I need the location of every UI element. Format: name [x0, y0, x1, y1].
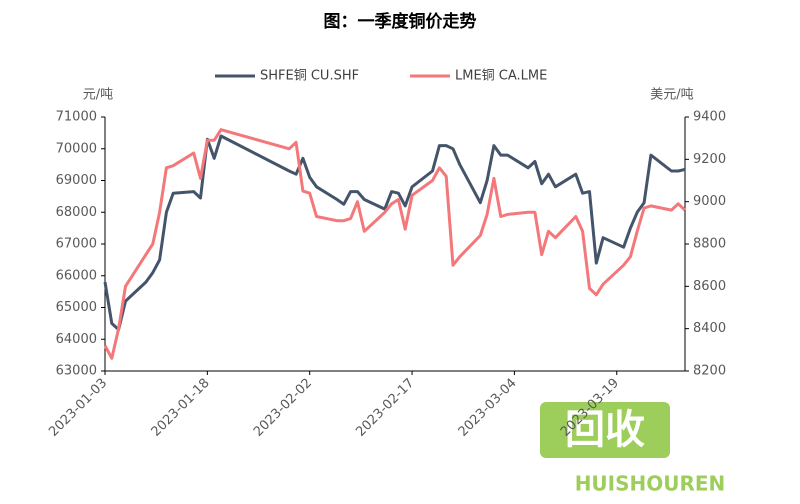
chart-title: 图：一季度铜价走势	[324, 11, 477, 32]
y-tick-label: 64000	[56, 332, 97, 347]
y-axis-label: 元/吨	[83, 88, 113, 103]
y2-tick-label: 8600	[693, 279, 726, 294]
y2-axis-label: 美元/吨	[650, 88, 693, 103]
y-tick-label: 66000	[56, 268, 97, 283]
y2-tick-label: 9000	[693, 194, 726, 209]
y2-tick-label: 9200	[693, 152, 726, 167]
series-line	[103, 128, 687, 360]
y-tick-label: 69000	[56, 173, 97, 188]
legend-label: LME铜 CA.LME	[455, 69, 547, 84]
y-tick-label: 70000	[56, 141, 97, 156]
x-tick-label: 2023-03-04	[456, 376, 520, 440]
y-tick-label: 67000	[56, 237, 97, 252]
y2-tick-label: 8400	[693, 321, 726, 336]
legend-label: SHFE铜 CU.SHF	[260, 69, 359, 84]
y2-tick-label: 8800	[693, 237, 726, 252]
y-tick-label: 71000	[56, 110, 97, 125]
watermark-box	[540, 402, 670, 458]
x-tick-label: 2023-01-18	[149, 376, 213, 440]
y-tick-label: 68000	[56, 205, 97, 220]
x-tick-label: 2023-02-02	[251, 376, 315, 440]
series-line	[103, 134, 686, 332]
y-tick-label: 65000	[56, 300, 97, 315]
x-tick-label: 2023-02-17	[353, 376, 417, 440]
watermark-logo: 回收	[565, 407, 645, 453]
y2-tick-label: 9400	[693, 110, 726, 125]
y2-tick-label: 8200	[693, 364, 726, 379]
watermark-text: HUISHOUREN	[575, 472, 726, 496]
x-tick-label: 2023-01-03	[46, 376, 110, 440]
y-tick-label: 63000	[56, 364, 97, 379]
watermark: 回收 HUISHOUREN	[540, 402, 725, 496]
